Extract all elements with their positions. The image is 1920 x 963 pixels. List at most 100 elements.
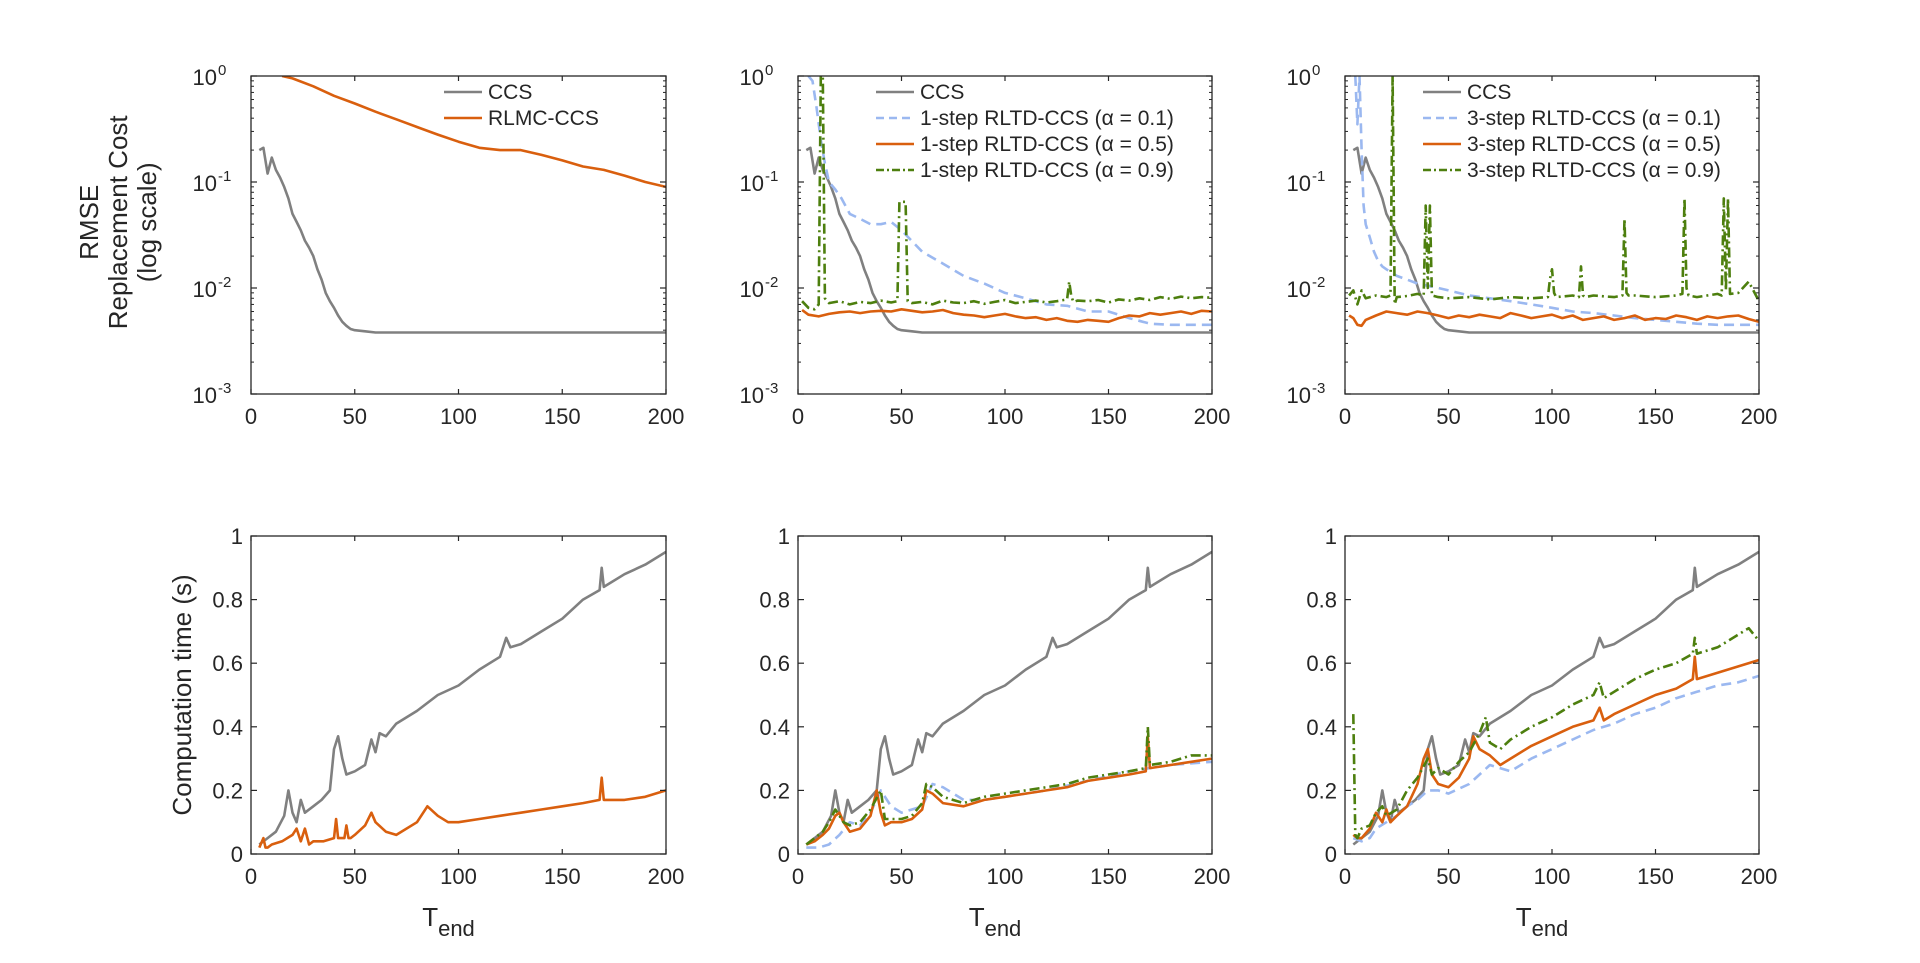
y-tick-label: 1 [231, 524, 243, 549]
x-tick-label: 100 [987, 404, 1024, 429]
y-tick-label: 10-3 [740, 380, 779, 408]
x-tick-label: 150 [544, 404, 581, 429]
y-tick-exponent: -1 [765, 168, 778, 185]
series-line-p22-0 [805, 550, 1212, 846]
y-tick-base: 10 [193, 383, 217, 408]
x-tick-label: 150 [1637, 404, 1674, 429]
y-tick-exponent: -3 [218, 380, 231, 397]
x-tick-label: 200 [648, 864, 685, 889]
panel-p21: 0 50 100 150 200 0 0.2 0.4 0.6 0.8 1 Computation ti… [167, 524, 684, 941]
y-tick-label: 10-2 [740, 274, 779, 302]
y-tick-label: 100 [740, 62, 774, 90]
series-line-p12-1 [807, 76, 1212, 327]
x-axis-label: Tend [422, 902, 475, 941]
y-tick-label: 0 [231, 842, 243, 867]
legend-label: 1-step RLTD-CCS (α = 0.9) [920, 159, 1174, 182]
x-tick-label: 150 [1637, 864, 1674, 889]
x-tick-label: 0 [1339, 864, 1351, 889]
y-tick-label: 10-1 [740, 168, 779, 196]
panel-p22: 0 50 100 150 200 0 0.2 0.4 0.6 0.8 1 Tend [759, 524, 1230, 941]
series-line-p23-0 [1352, 550, 1759, 846]
x-tick-label: 200 [1741, 404, 1778, 429]
series-line-p12-2 [801, 307, 1212, 324]
y-tick-label: 0.2 [212, 778, 243, 803]
y-tick-label: 0.2 [759, 778, 790, 803]
y-tick-base: 10 [193, 65, 217, 90]
x-tick-label: 0 [792, 864, 804, 889]
legend-label: RLMC-CCS [488, 107, 599, 130]
x-tick-label: 50 [1436, 864, 1460, 889]
y-tick-label: 0.4 [1306, 715, 1337, 740]
y-tick-label: 0 [778, 842, 790, 867]
x-tick-label: 200 [1741, 864, 1778, 889]
axes-box-p11 [250, 75, 667, 395]
x-tick-label: 200 [1194, 404, 1231, 429]
x-axis-label: Tend [1516, 902, 1569, 941]
x-tick-label: 150 [1090, 404, 1127, 429]
y-tick-label: 0.6 [759, 651, 790, 676]
y-tick-exponent: 0 [1312, 62, 1320, 79]
series-line-p23-2 [1352, 655, 1759, 840]
y-axis-label: RMSE [74, 185, 104, 260]
x-axis-label-subscript: end [1532, 916, 1569, 941]
series-line-p11-0 [258, 146, 666, 334]
legend-label: CCS [920, 81, 964, 104]
y-tick-base: 10 [1287, 171, 1311, 196]
x-tick-label: 150 [1090, 864, 1127, 889]
y-tick-exponent: -3 [765, 380, 778, 397]
y-tick-label: 10-1 [1287, 168, 1326, 196]
x-tick-label: 50 [889, 404, 913, 429]
y-tick-label: 0.6 [1306, 651, 1337, 676]
legend-label: CCS [488, 81, 532, 104]
x-tick-label: 0 [245, 404, 257, 429]
x-tick-label: 50 [343, 404, 367, 429]
y-axis-label: Computation time (s) [167, 574, 197, 815]
y-tick-exponent: 0 [218, 62, 226, 79]
x-axis-label: Tend [969, 902, 1022, 941]
y-tick-label: 10-1 [193, 168, 232, 196]
y-tick-label: 10-2 [193, 274, 232, 302]
x-tick-label: 100 [440, 404, 477, 429]
y-tick-label: 100 [1287, 62, 1321, 90]
y-tick-label: 10-2 [1287, 274, 1326, 302]
x-axis-label-main: T [1516, 902, 1532, 932]
y-tick-label: 0.4 [759, 715, 790, 740]
y-tick-label: 1 [778, 524, 790, 549]
x-tick-label: 0 [792, 404, 804, 429]
y-tick-label: 100 [193, 62, 227, 90]
y-tick-base: 10 [193, 171, 217, 196]
x-tick-label: 50 [889, 864, 913, 889]
x-tick-label: 100 [987, 864, 1024, 889]
series-line-p21-1 [258, 776, 666, 849]
legend-p13: CCS 3-step RLTD-CCS (α = 0.1) 3-step RLTD-… [1423, 81, 1721, 182]
x-tick-label: 100 [1534, 404, 1571, 429]
y-axis-label: (log scale) [132, 162, 162, 282]
y-tick-exponent: -2 [1312, 274, 1325, 291]
y-tick-label: 1 [1325, 524, 1337, 549]
legend-p12: CCS 1-step RLTD-CCS (α = 0.1) 1-step RLTD-… [876, 81, 1174, 182]
legend-label: 3-step RLTD-CCS (α = 0.5) [1467, 133, 1721, 156]
x-tick-label: 200 [648, 404, 685, 429]
y-tick-exponent: -1 [218, 168, 231, 185]
series-line-p22-1 [806, 760, 1212, 849]
series-line-p22-3 [805, 725, 1212, 846]
x-axis-label-main: T [422, 902, 438, 932]
series-line-p11-1 [281, 76, 666, 189]
y-axis-label: Replacement Cost [103, 115, 133, 330]
x-tick-label: 100 [440, 864, 477, 889]
series-line-p12-3 [801, 76, 1212, 311]
y-tick-base: 10 [1287, 277, 1311, 302]
y-tick-exponent: -2 [218, 274, 231, 291]
legend-label: CCS [1467, 81, 1511, 104]
y-tick-label: 0.8 [212, 588, 243, 613]
x-tick-label: 200 [1194, 864, 1231, 889]
series-line-p22-2 [805, 734, 1212, 846]
y-tick-exponent: 0 [765, 62, 773, 79]
y-tick-base: 10 [1287, 65, 1311, 90]
legend-p11: CCS RLMC-CCS [444, 81, 599, 130]
y-tick-label: 0.2 [1306, 778, 1337, 803]
y-tick-base: 10 [193, 277, 217, 302]
